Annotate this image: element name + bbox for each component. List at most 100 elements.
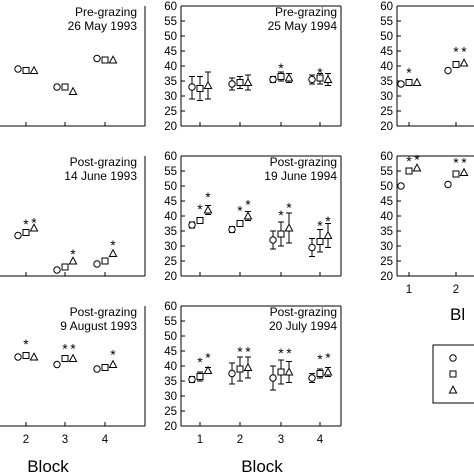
circle-marker: [93, 54, 101, 63]
y-tick-label: 55: [380, 166, 393, 178]
significance-star: *: [453, 155, 459, 171]
y-tick-label: 40: [164, 361, 177, 373]
significance-star: *: [70, 341, 76, 357]
circle-marker: [14, 65, 22, 73]
significance-star: *: [317, 218, 323, 234]
circle-marker: [14, 353, 22, 361]
triangle-marker: [68, 86, 78, 95]
y-tick-label: 35: [164, 226, 177, 238]
panel-date: 20 July 1994: [269, 319, 337, 333]
x-tick-label: 1: [406, 284, 412, 296]
y-tick-label: 40: [164, 211, 177, 223]
square-marker: [22, 67, 30, 74]
circle-marker: [14, 231, 22, 240]
triangle-marker: [29, 65, 39, 74]
square-marker: [61, 83, 69, 91]
y-tick-label: 35: [164, 376, 177, 388]
y-tick-label: 20: [380, 121, 393, 133]
circle-marker: [228, 369, 236, 378]
circle-marker: [397, 80, 405, 88]
y-tick-label: 30: [164, 241, 177, 253]
square-marker: [61, 263, 69, 271]
square-marker: [196, 85, 204, 92]
significance-star: *: [205, 189, 211, 205]
x-axis-label-right: Bl: [450, 305, 465, 324]
x-axis-label-left: Block: [27, 457, 69, 474]
triangle-marker: [68, 256, 78, 265]
y-tick-label: 20: [164, 121, 177, 133]
triangle-marker: [459, 58, 469, 67]
significance-star: *: [110, 237, 116, 253]
triangle-marker: [284, 367, 294, 376]
triangle-marker: [203, 80, 213, 89]
triangle-marker: [412, 77, 422, 86]
circle-marker: [188, 221, 196, 229]
y-tick-label: 45: [164, 196, 177, 208]
x-tick-label: 2: [237, 434, 243, 446]
y-tick-label: 60: [164, 301, 177, 313]
square-marker: [101, 257, 109, 265]
significance-star: *: [278, 207, 284, 223]
panel-date: 26 May 1993: [68, 19, 138, 33]
circle-marker: [188, 83, 196, 91]
y-tick-label: 60: [164, 1, 177, 13]
circle-marker: [188, 375, 196, 384]
triangle-marker: [243, 362, 253, 371]
x-tick-label: 4: [102, 434, 109, 446]
y-tick-label: 55: [164, 166, 177, 178]
y-tick-label: 25: [164, 406, 177, 418]
panel-title: Post-grazing: [70, 155, 137, 169]
circle-marker: [93, 365, 101, 373]
panel-title: Pre-grazing: [75, 5, 137, 19]
x-tick-label: 3: [62, 434, 68, 446]
square-marker: [277, 230, 285, 238]
panel-date: 14 June 1993: [64, 169, 137, 183]
circle-marker: [228, 225, 236, 234]
circle-marker: [397, 182, 405, 190]
circle-marker: [53, 83, 61, 91]
significance-star: *: [245, 197, 251, 213]
square-marker: [236, 79, 244, 86]
significance-star: *: [245, 344, 251, 360]
triangle-marker: [412, 163, 422, 172]
significance-star: *: [406, 153, 412, 169]
circle-marker: [53, 360, 61, 369]
y-tick-label: 30: [380, 241, 393, 253]
legend: [432, 344, 474, 404]
significance-star: *: [325, 213, 331, 229]
panel-date: 19 June 1994: [264, 169, 337, 183]
square-marker: [277, 73, 285, 80]
triangle-marker: [323, 74, 333, 83]
triangle-marker: [108, 359, 118, 368]
square-marker: [61, 355, 69, 362]
y-tick-label: 25: [164, 106, 177, 118]
y-tick-label: 45: [164, 46, 177, 58]
significance-star: *: [325, 350, 331, 366]
panel-date: 25 May 1994: [268, 19, 338, 33]
square-marker: [316, 238, 324, 245]
square-marker: [236, 220, 244, 227]
square-marker: [236, 365, 244, 373]
significance-star: *: [286, 345, 292, 361]
circle-marker: [444, 180, 452, 189]
triangle-marker: [323, 230, 333, 239]
circle-marker: [308, 243, 316, 252]
triangle-marker: [108, 55, 118, 64]
significance-star: *: [110, 347, 116, 363]
triangle-marker: [448, 385, 458, 394]
panel-title: Post-grazing: [270, 305, 337, 319]
y-tick-label: 20: [164, 421, 177, 433]
square-marker: [405, 167, 413, 175]
square-marker: [277, 368, 285, 376]
y-tick-label: 25: [380, 256, 393, 268]
x-tick-label: 2: [453, 284, 459, 296]
y-tick-label: 55: [164, 316, 177, 328]
square-marker: [452, 61, 460, 68]
circle-marker: [53, 266, 61, 274]
